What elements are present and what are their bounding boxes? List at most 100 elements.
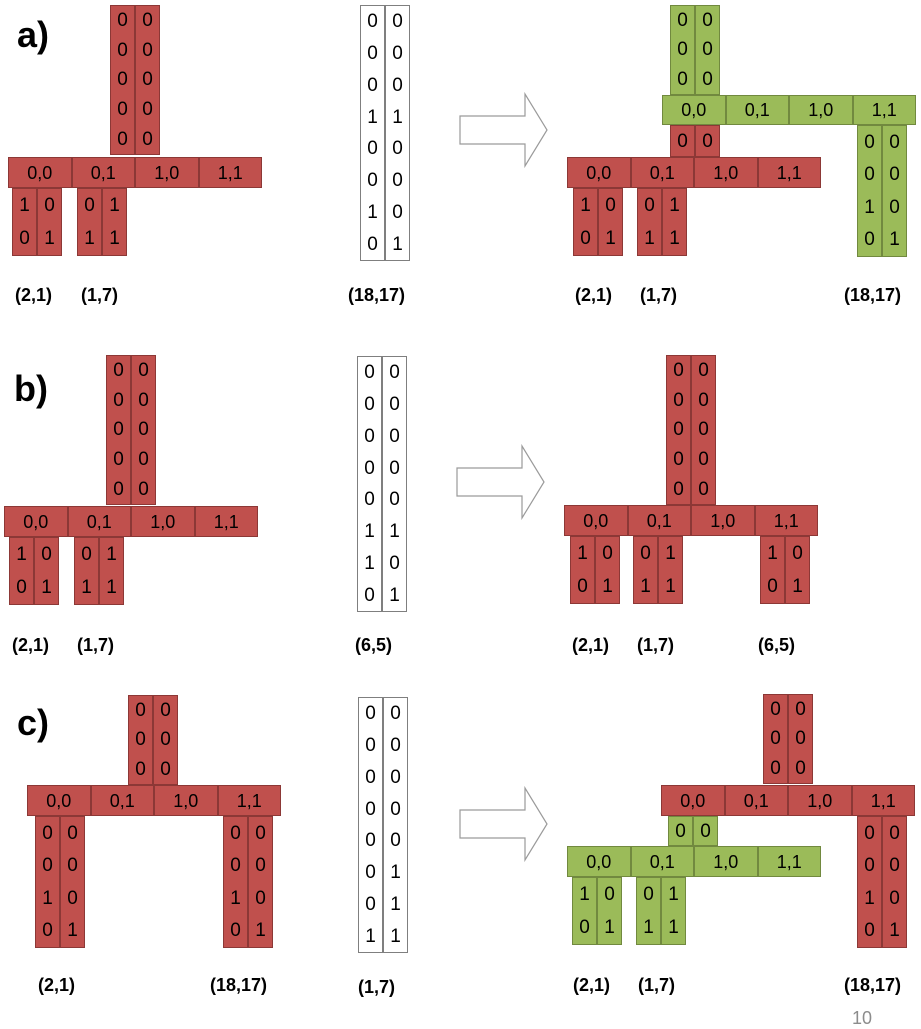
b-right-leaf-2-1-digit: 1 [602,576,613,597]
b-left-top-block-digit: 0 [138,360,149,382]
a-vector-digit: 0 [392,74,403,96]
b-right-top-block-digit: 0 [673,478,684,500]
b-left-bar-cell-1: 0,0 [4,506,68,537]
c-vector-digit: 1 [390,893,401,915]
c-left-leaf-18-17-digit: 0 [255,887,266,909]
a-left-top-block-digit: 0 [142,10,153,32]
a-right-top-block-digit: 0 [677,68,688,90]
b-vector-digit: 0 [364,489,375,511]
b-left-coord-2: (1,7) [77,635,115,655]
row-label-c: c) [17,702,50,743]
c-arrow-shape [459,785,548,863]
c-right-leaf-18-17-digit: 0 [864,920,875,942]
c-right-leaf-2-1-digit: 1 [604,917,615,938]
a-right-leaf-18-17-col-1: 0 0 1 0 [857,125,882,257]
b-vector-digit: 0 [364,362,375,384]
b-right-top-block-digit: 0 [698,449,709,471]
a-right-leaf-18-17-digit: 1 [889,229,900,251]
b-right-leaf-6-5-digit: 0 [792,543,803,564]
c-left-top-block-col-1: 0 0 0 [128,695,153,785]
a-left-coord-2: (1,7) [81,285,119,305]
a-right-mid-block-col-1: 0 [670,125,695,157]
c-left-leaf-18-17-digit: 0 [230,822,241,844]
b-arrow-shape [456,443,545,521]
c-left-bar-cell-1: 0,0 [27,785,91,816]
a-right-bar-cell-3: 1,0 [789,95,853,125]
c-vector-digit: 0 [365,703,376,725]
b-right-leaf-2-1-digit: 1 [577,543,588,564]
b-right-top-block-digit: 0 [673,419,684,441]
c-vector-digit: 1 [390,862,401,884]
c-right-coord-1: (2,1) [573,975,611,995]
b-left-top-block-digit: 0 [138,389,149,411]
c-arrow [459,785,548,863]
b-right-top-block-col-2: 0 0 0 0 0 [691,355,716,505]
c-right-top-block-digit: 0 [795,757,806,779]
a-left-top-block-digit: 0 [117,69,128,91]
a-vector-digit: 0 [367,170,378,192]
a-left-coord-1: (2,1) [15,285,53,305]
c-left-bar-cell-4: 1,1 [217,785,281,816]
a-vector-digit: 0 [392,11,403,33]
b-left-leaf-2-1-digit: 1 [16,544,27,565]
b-vector-digit: 1 [364,552,375,574]
c-right-bar-low-cell-4: 1,1 [757,846,821,877]
b-vector-digit: 0 [389,489,400,511]
c-left-top-block-digit: 0 [135,729,146,751]
a-right-top-block-digit: 0 [702,10,713,32]
c-right-leaf-18-17-digit: 1 [864,887,875,909]
a-right-leaf-1-7-digit: 1 [644,228,655,249]
c-right-top-block-digit: 0 [770,757,781,779]
b-right-bar-cell-2: 0,1 [627,505,691,536]
c-right-leaf-1-7-digit: 1 [668,884,679,905]
a-right-coord-3: (18,17) [844,285,902,305]
c-right-mid-block-digit: 0 [675,820,686,842]
b-left-bar-cell-4: 1,1 [194,506,258,537]
c-left-top-block-digit: 0 [160,729,171,751]
b-vector-digit: 0 [389,362,400,384]
c-right-leaf-2-1-digit: 0 [579,917,590,938]
b-left-bar-cell-3: 1,0 [131,506,195,537]
c-left-coord-2: (18,17) [210,975,268,995]
a-right-leaf-2-1-digit: 0 [580,228,591,249]
a-right-mid-block-col-2: 0 [695,125,720,157]
b-vector-digit: 0 [364,457,375,479]
page-number: 10 [852,1008,873,1028]
b-left-top-block-digit: 0 [113,360,124,382]
c-left-leaf-2-1-digit: 0 [67,822,78,844]
c-right-leaf-1-7-digit: 1 [668,917,679,938]
c-left-leaf-2-1-col-1: 0 0 1 0 [35,816,60,948]
b-right-top-block-digit: 0 [673,449,684,471]
b-right-top-block-digit: 0 [673,360,684,382]
a-right-leaf-18-17-digit: 0 [864,164,875,186]
a-vector-col-1: 0 0 0 1 0 0 1 0 [360,5,385,261]
a-right-leaf-18-17-digit: 0 [889,196,900,218]
c-right-leaf-18-17-digit: 0 [864,855,875,877]
a-right-mid-block-digit: 0 [677,130,688,152]
a-right-leaf-1-7-digit: 1 [669,228,680,249]
c-vector-digit: 0 [365,735,376,757]
c-vector-coord: (1,7) [358,977,396,997]
a-right-top-block-digit: 0 [702,68,713,90]
c-vector-digit: 0 [390,703,401,725]
a-left-bar-cell-2: 0,1 [71,157,135,188]
b-vector-col-2: 0 0 0 0 0 1 0 1 [382,356,407,612]
a-right-bar-low-cell-3: 1,0 [694,157,758,188]
c-vector-digit: 0 [365,766,376,788]
c-right-bar-cell-2: 0,1 [724,785,788,816]
a-vector-digit: 0 [392,43,403,65]
a-vector-digit: 1 [392,233,403,255]
a-right-top-block-col-1: 0 0 0 [670,5,695,95]
b-right-bar-cell-1: 0,0 [564,505,628,536]
c-right-leaf-18-17-col-2: 0 0 0 1 [882,816,907,948]
c-vector-digit: 0 [390,766,401,788]
